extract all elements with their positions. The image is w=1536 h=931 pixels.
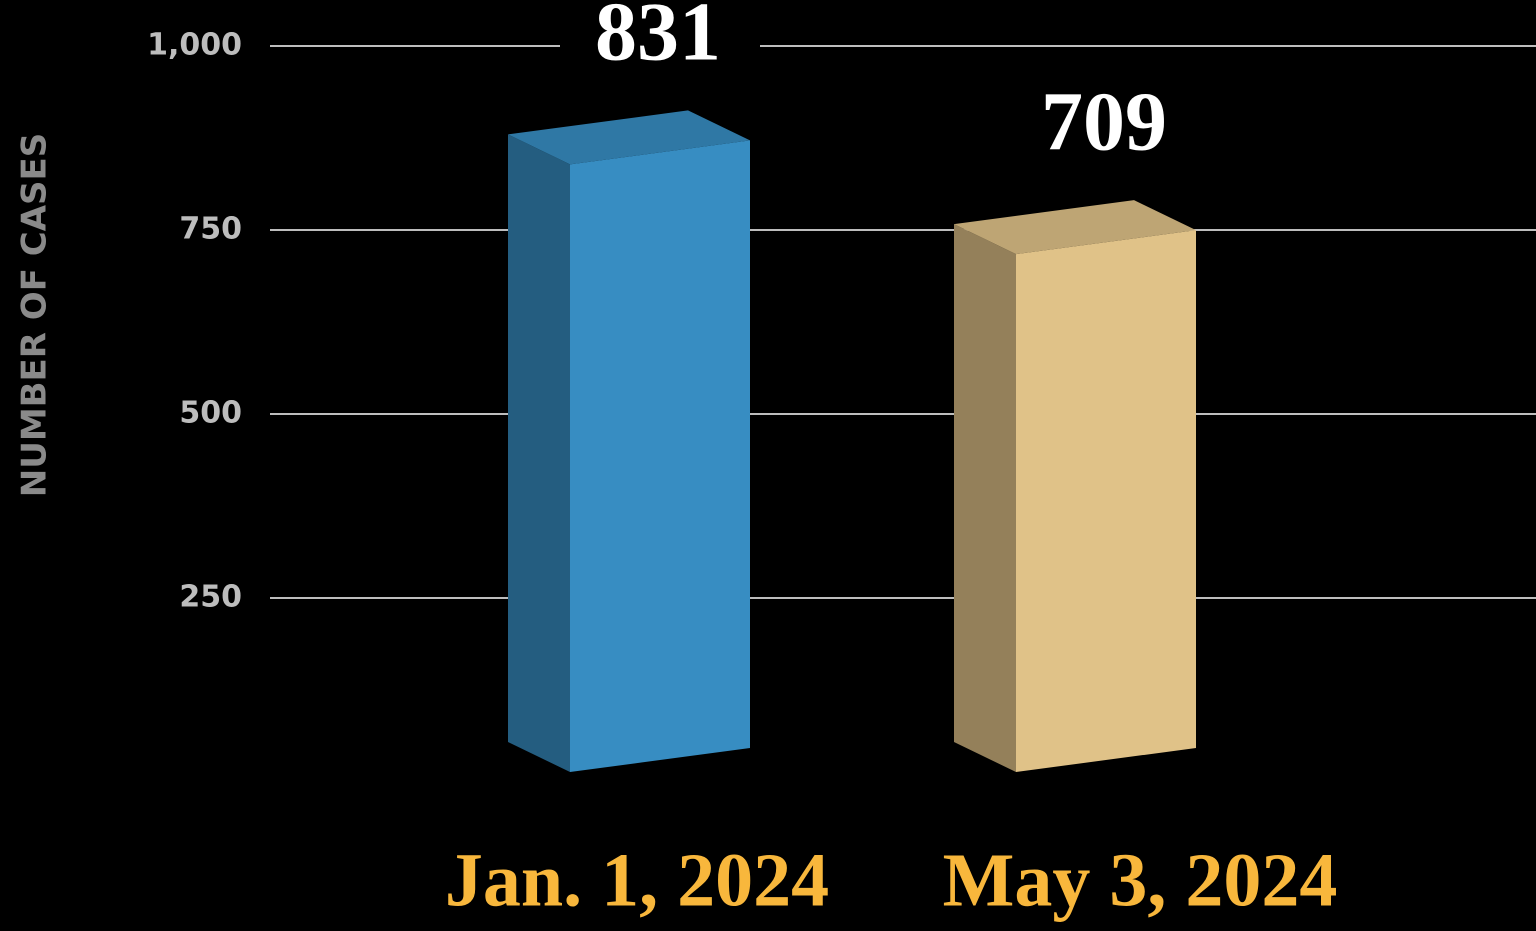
bar	[954, 200, 1196, 772]
value-label: 709	[1041, 75, 1167, 168]
value-label-background	[1006, 80, 1206, 181]
y-tick-label: 500	[179, 396, 242, 431]
bar-side	[954, 224, 1016, 772]
y-tick-label: 750	[179, 212, 242, 247]
bar	[508, 110, 750, 772]
x-tick-label: May 3, 2024	[943, 838, 1338, 922]
bar-side	[508, 134, 570, 772]
bar-front	[570, 140, 750, 772]
x-tick-label: Jan. 1, 2024	[445, 838, 829, 922]
value-label: 831	[595, 0, 721, 79]
y-tick-label: 250	[179, 580, 242, 615]
y-axis-label: NUMBER OF CASES	[15, 133, 55, 498]
value-label-background	[560, 0, 760, 91]
bar-top	[954, 200, 1196, 255]
bar-top	[508, 110, 750, 165]
y-tick-label: 1,000	[147, 28, 242, 63]
bar-front	[1016, 230, 1196, 772]
